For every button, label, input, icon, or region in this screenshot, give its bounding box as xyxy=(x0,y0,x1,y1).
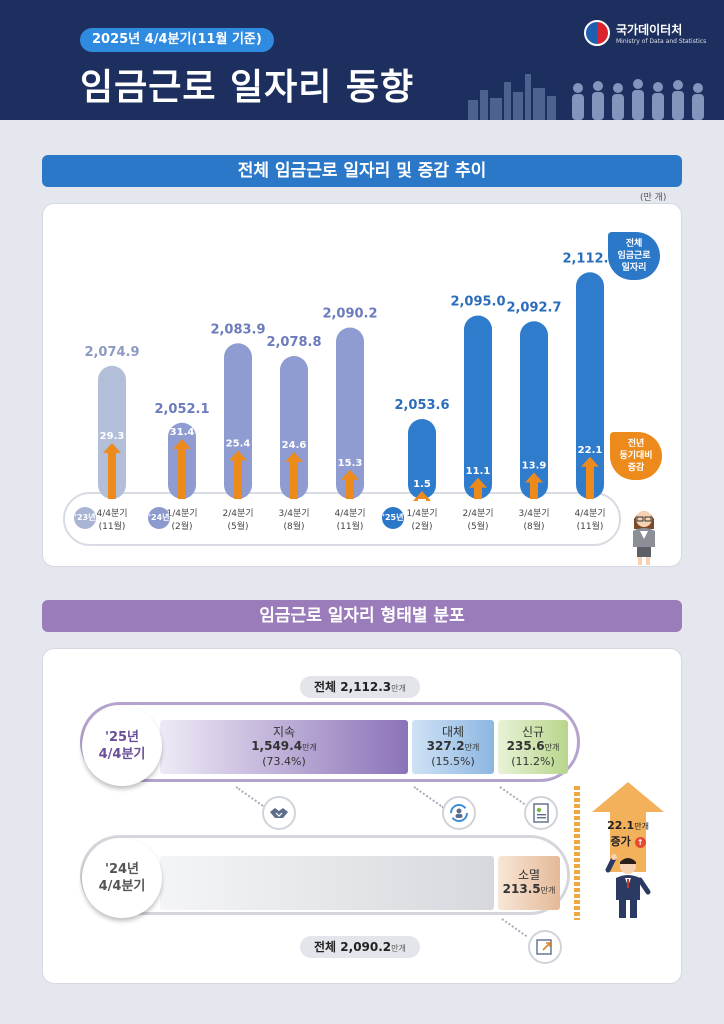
tick-quarter-5: 1/4분기 xyxy=(406,508,437,519)
tick-quarter-8: 4/4분기 xyxy=(574,508,605,519)
change-label-7: 13.9 xyxy=(522,460,547,471)
yoy-change-callout: 전년 동기대비 증감 xyxy=(610,432,662,480)
tick-quarter-1: 1/4분기 xyxy=(166,508,197,519)
agency-logo: 국가데이터처 Ministry of Data and Statistics xyxy=(584,20,706,46)
segment-maintained-2024 xyxy=(160,856,494,910)
change-arrow-8 xyxy=(581,456,599,499)
up-arrow-icon: ↑ xyxy=(634,836,646,848)
value-label-0: 2,074.9 xyxy=(84,345,139,360)
bar-total-4 xyxy=(336,327,364,499)
handshake-icon xyxy=(262,796,296,830)
tick-quarter-7: 3/4분기 xyxy=(518,508,549,519)
year-circle-2025: '25년 4/4분기 xyxy=(82,706,162,786)
value-label-8: 2,112.3 xyxy=(562,251,617,266)
bar-total-6 xyxy=(464,315,492,499)
tick-quarter-2: 2/4분기 xyxy=(222,508,253,519)
value-label-3: 2,078.8 xyxy=(266,335,321,350)
tick-month-4: (11월) xyxy=(337,520,364,532)
male-worker-icon xyxy=(605,854,651,918)
row-frame-2025 xyxy=(80,702,580,782)
agency-name-en: Ministry of Data and Statistics xyxy=(616,38,707,45)
bar-total-5 xyxy=(408,419,436,499)
change-arrow-6 xyxy=(469,477,487,499)
value-label-6: 2,095.0 xyxy=(450,295,505,310)
cycle-person-icon xyxy=(442,796,476,830)
new-document-icon xyxy=(524,796,558,830)
tick-month-5: (2월) xyxy=(411,520,432,532)
row-frame-2024 xyxy=(80,835,570,915)
exit-icon xyxy=(528,930,562,964)
tick-quarter-4: 4/4분기 xyxy=(334,508,365,519)
value-label-7: 2,092.7 xyxy=(506,300,561,315)
tick-month-0: (11월) xyxy=(99,520,126,532)
bar-total-3 xyxy=(280,356,308,499)
unit-label: (만 개) xyxy=(640,193,667,203)
tick-quarter-0: 4/4분기 xyxy=(96,508,127,519)
total-2024-pill: 전체 2,090.2만개 xyxy=(300,936,420,958)
bar-total-7 xyxy=(520,321,548,499)
agency-name: 국가데이터처 xyxy=(616,23,683,37)
change-label-3: 24.6 xyxy=(282,440,307,451)
total-2025-pill: 전체 2,112.3만개 xyxy=(300,676,420,698)
tick-month-1: (2월) xyxy=(171,520,192,532)
header-banner: 2025년 4/4분기(11월 기준) 임금근로 일자리 동향 국가데이터처 M… xyxy=(0,0,724,120)
change-label-2: 25.4 xyxy=(226,438,251,449)
section-title-trend: 전체 임금근로 일자리 및 증감 추이 xyxy=(42,155,682,187)
tick-month-3: (8월) xyxy=(283,520,304,532)
city-skyline-icon xyxy=(468,74,704,120)
segment-replacement: 대체 327.2만개 (15.5%) xyxy=(412,720,494,774)
change-label-6: 11.1 xyxy=(466,466,491,477)
tick-month-6: (5월) xyxy=(467,520,488,532)
segment-new: 신규 235.6만개 (11.2%) xyxy=(498,720,568,774)
change-arrow-2 xyxy=(229,450,247,499)
change-label-1: 31.4 xyxy=(170,427,195,438)
change-label-4: 15.3 xyxy=(338,458,363,469)
female-worker-icon xyxy=(633,511,655,565)
change-arrow-0 xyxy=(103,443,121,499)
increase-stripe xyxy=(574,786,580,920)
tick-quarter-6: 2/4분기 xyxy=(462,508,493,519)
value-label-2: 2,083.9 xyxy=(210,322,265,337)
change-arrow-3 xyxy=(285,451,303,499)
trend-chart: 2,074.9 2,052.1 2,083.92,078.82,090.2 2,053… xyxy=(63,251,621,546)
bar-total-0 xyxy=(98,365,126,499)
increase-text: 22.1만개 증가 ↑ xyxy=(607,819,649,848)
page-title: 임금근로 일자리 동향 xyxy=(80,67,415,108)
value-label-5: 2,053.6 xyxy=(394,398,449,413)
increase-arrow-icon xyxy=(592,782,664,872)
change-label-0: 29.3 xyxy=(100,431,125,442)
bar-total-8 xyxy=(576,272,604,499)
year-badge-1: '24년 xyxy=(148,507,170,529)
year-badge-2: '25년 xyxy=(382,507,404,529)
tick-month-2: (5월) xyxy=(227,520,248,532)
change-arrow-4 xyxy=(341,469,359,499)
change-arrow-5 xyxy=(413,491,431,501)
value-label-1: 2,052.1 xyxy=(154,402,209,417)
segment-continuing: 지속 1,549.4만개 (73.4%) xyxy=(160,720,408,774)
year-badge-0: '23년 xyxy=(74,507,96,529)
change-arrow-1 xyxy=(173,439,191,499)
tick-month-8: (11월) xyxy=(577,520,604,532)
value-label-4: 2,090.2 xyxy=(322,307,377,322)
change-label-8: 22.1 xyxy=(578,445,603,456)
total-jobs-callout: 전체 임금근로 일자리 xyxy=(608,232,660,280)
tick-month-7: (8월) xyxy=(523,520,544,532)
taegeuk-icon xyxy=(584,20,610,46)
period-badge: 2025년 4/4분기(11월 기준) xyxy=(80,28,274,52)
change-label-5: 1.5 xyxy=(413,479,431,490)
segment-extinction: 소멸 213.5만개 xyxy=(498,856,560,910)
section-title-distribution: 임금근로 일자리 형태별 분포 xyxy=(42,600,682,632)
change-arrow-7 xyxy=(525,472,543,499)
tick-quarter-3: 3/4분기 xyxy=(278,508,309,519)
year-circle-2024: '24년 4/4분기 xyxy=(82,838,162,918)
distribution-panel xyxy=(42,648,682,984)
